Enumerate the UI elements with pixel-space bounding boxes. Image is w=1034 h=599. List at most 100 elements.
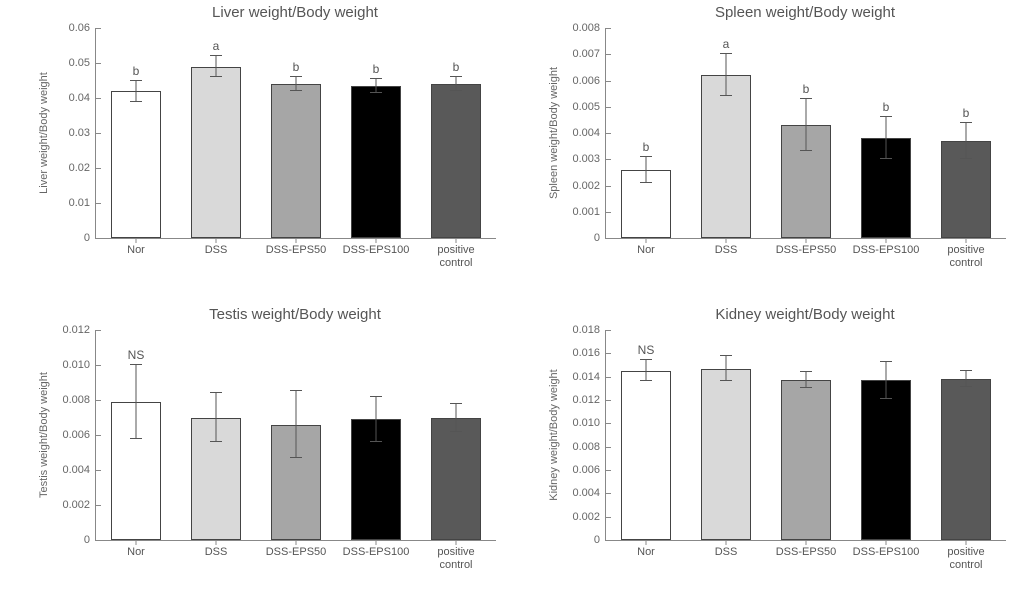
y-tick-label: 0.010	[572, 417, 606, 429]
bar	[621, 371, 671, 540]
y-tick-label: 0.010	[62, 359, 96, 371]
y-tick-label: 0.012	[572, 394, 606, 406]
error-bar-cap	[960, 158, 972, 159]
y-tick-label: 0.02	[69, 162, 96, 174]
x-tick-label: DSS-EPS50	[256, 238, 336, 257]
x-tick-label: DSS-EPS50	[256, 540, 336, 559]
panel-spleen: Spleen weight/Body weightSpleen weight/B…	[605, 28, 1006, 239]
error-bar-cap	[640, 182, 652, 183]
bar	[271, 84, 321, 238]
plot-area: Testis weight/Body weight00.0020.0040.00…	[95, 330, 496, 541]
error-bar-cap	[880, 158, 892, 159]
error-bar-cap	[450, 431, 462, 432]
error-bar-cap	[960, 386, 972, 387]
x-tick-label: positivecontrol	[416, 540, 496, 572]
y-tick-label: 0.002	[572, 511, 606, 523]
y-tick-label: 0.008	[572, 441, 606, 453]
significance-label: b	[373, 62, 380, 76]
bar	[431, 418, 481, 541]
x-tick-label: Nor	[606, 540, 686, 559]
error-bar-cap	[640, 359, 652, 360]
y-axis-label: Kidney weight/Body weight	[548, 369, 560, 500]
chart-title: Liver weight/Body weight	[95, 4, 495, 21]
bar	[351, 86, 401, 238]
x-tick-label: DSS-EPS100	[846, 238, 926, 257]
error-bar-cap	[290, 457, 302, 458]
error-bar-cap	[370, 78, 382, 79]
bar	[941, 379, 991, 540]
error-bar-cap	[210, 392, 222, 393]
chart-title: Kidney weight/Body weight	[605, 306, 1005, 323]
error-bar	[376, 397, 377, 443]
error-bar-cap	[370, 92, 382, 93]
error-bar-cap	[450, 76, 462, 77]
significance-label: b	[133, 64, 140, 78]
error-bar	[376, 79, 377, 93]
y-tick-label: 0.016	[572, 347, 606, 359]
y-tick-label: 0	[84, 534, 96, 546]
y-tick-label: 0.018	[572, 324, 606, 336]
error-bar	[726, 54, 727, 96]
y-tick-label: 0.005	[572, 101, 606, 113]
x-tick-label: Nor	[96, 238, 176, 257]
bar	[191, 67, 241, 239]
x-tick-label: DSS-EPS50	[766, 540, 846, 559]
panel-kidney: Kidney weight/Body weightKidney weight/B…	[605, 330, 1006, 541]
error-bar-cap	[880, 116, 892, 117]
error-bar-cap	[800, 387, 812, 388]
error-bar-cap	[880, 361, 892, 362]
y-tick-label: 0.003	[572, 153, 606, 165]
error-bar-cap	[800, 371, 812, 372]
error-bar-cap	[720, 355, 732, 356]
y-tick-label: 0.05	[69, 57, 96, 69]
x-tick-label: DSS	[176, 540, 256, 559]
error-bar-cap	[960, 122, 972, 123]
bar	[111, 91, 161, 238]
panel-liver: Liver weight/Body weightLiver weight/Bod…	[95, 28, 496, 239]
panel-testis: Testis weight/Body weightTestis weight/B…	[95, 330, 496, 541]
significance-label: b	[453, 60, 460, 74]
error-bar	[456, 77, 457, 91]
y-tick-label: 0.006	[572, 75, 606, 87]
error-bar	[646, 360, 647, 381]
chart-title: Spleen weight/Body weight	[605, 4, 1005, 21]
error-bar-cap	[800, 98, 812, 99]
x-tick-label: Nor	[606, 238, 686, 257]
plot-area: Kidney weight/Body weight00.0020.0040.00…	[605, 330, 1006, 541]
y-tick-label: 0.004	[572, 487, 606, 499]
error-bar-cap	[450, 90, 462, 91]
error-bar-cap	[720, 380, 732, 381]
error-bar	[966, 123, 967, 160]
y-tick-label: 0.004	[62, 464, 96, 476]
significance-label: NS	[128, 348, 145, 362]
y-axis-label: Liver weight/Body weight	[38, 72, 50, 194]
significance-label: b	[803, 82, 810, 96]
significance-label: b	[883, 100, 890, 114]
error-bar	[136, 365, 137, 439]
error-bar	[296, 391, 297, 458]
y-tick-label: 0.06	[69, 22, 96, 34]
y-tick-label: 0.002	[62, 499, 96, 511]
error-bar	[456, 404, 457, 432]
y-tick-label: 0.012	[62, 324, 96, 336]
error-bar-cap	[720, 95, 732, 96]
y-tick-label: 0	[84, 232, 96, 244]
plot-area: Spleen weight/Body weight00.0010.0020.00…	[605, 28, 1006, 239]
error-bar-cap	[210, 55, 222, 56]
error-bar-cap	[130, 101, 142, 102]
error-bar	[646, 157, 647, 183]
y-tick-label: 0.007	[572, 48, 606, 60]
x-tick-label: DSS	[686, 238, 766, 257]
error-bar-cap	[210, 441, 222, 442]
y-axis-label: Testis weight/Body weight	[38, 372, 50, 498]
x-tick-label: DSS-EPS100	[846, 540, 926, 559]
y-tick-label: 0.01	[69, 197, 96, 209]
y-tick-label: 0	[594, 232, 606, 244]
error-bar	[806, 99, 807, 152]
error-bar	[136, 81, 137, 102]
significance-label: NS	[638, 343, 655, 357]
error-bar	[886, 117, 887, 159]
bar	[431, 84, 481, 238]
error-bar	[296, 77, 297, 91]
x-tick-label: positivecontrol	[416, 238, 496, 270]
